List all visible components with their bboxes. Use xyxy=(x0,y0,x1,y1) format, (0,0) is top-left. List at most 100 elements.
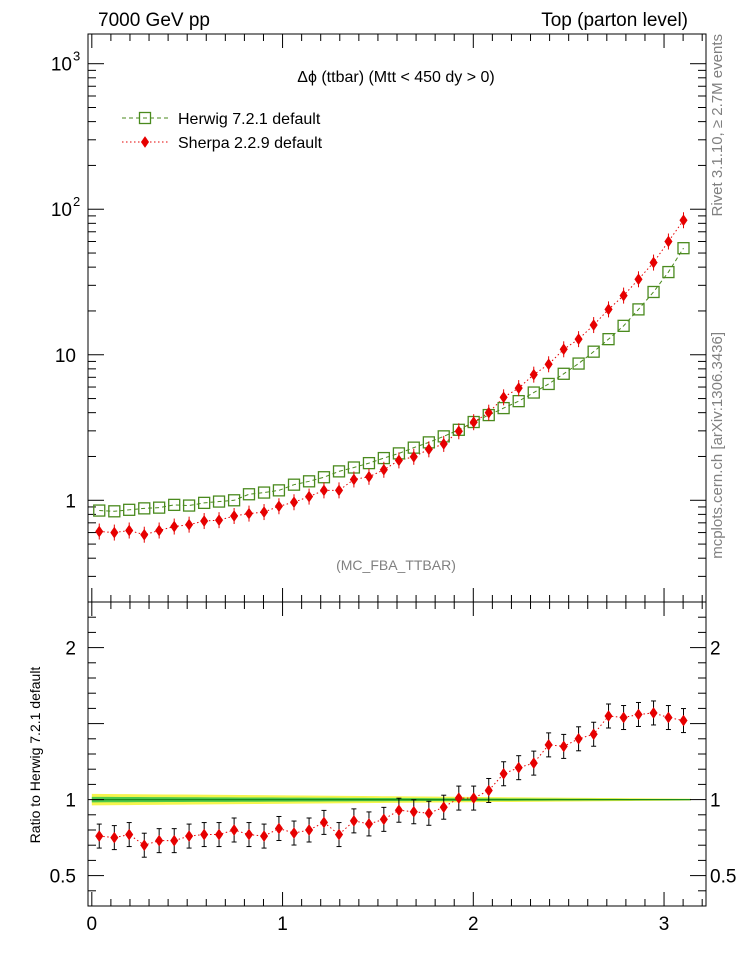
sherpa-point xyxy=(184,518,194,531)
ratio-point xyxy=(544,738,553,751)
sherpa-point xyxy=(484,406,493,419)
ratio-point xyxy=(110,831,119,844)
rivet-label: Rivet 3.1.10, ≥ 2.7M events xyxy=(709,34,726,217)
sherpa-point xyxy=(514,382,523,395)
ratio-plot: 0 1 2 3 0.5 0.5 1 1 2 2 Ratio to Herwig 7.2.1 de… xyxy=(27,601,736,935)
ratio-point xyxy=(140,839,149,852)
sherpa-point xyxy=(634,273,643,286)
y-tick-label: 1 xyxy=(65,791,76,812)
herwig-point xyxy=(557,367,570,380)
herwig-point xyxy=(212,495,226,508)
ratio-point xyxy=(95,830,104,843)
series-line-herwig xyxy=(99,247,684,512)
sherpa-point xyxy=(589,319,598,331)
y-tick-label: 10 xyxy=(51,55,72,76)
ratio-point xyxy=(304,824,314,836)
y-tick-label-exponent: 2 xyxy=(73,194,80,209)
ratio-point xyxy=(604,710,613,722)
sherpa-point xyxy=(349,473,358,486)
sherpa-point xyxy=(649,256,658,269)
ratio-point xyxy=(244,828,254,841)
ratio-point xyxy=(184,830,194,843)
herwig-point xyxy=(182,499,196,512)
ratio-point xyxy=(364,817,374,830)
sherpa-point xyxy=(319,484,329,497)
ratio-point xyxy=(200,828,209,841)
herwig-point xyxy=(602,333,615,346)
ratio-point xyxy=(125,828,134,841)
sherpa-point xyxy=(364,470,374,483)
x-tick-label: 0 xyxy=(87,914,98,935)
sherpa-point xyxy=(170,520,179,533)
plot-title: Δϕ (ttbar) (Mtt < 450 dy > 0) xyxy=(297,69,495,86)
legend: Herwig 7.2.1 default Sherpa 2.2.9 default xyxy=(122,111,323,152)
ratio-point xyxy=(514,761,523,774)
ratio-point xyxy=(529,757,538,770)
herwig-point xyxy=(242,488,256,501)
y-tick-label-right: 2 xyxy=(710,639,721,660)
sherpa-point xyxy=(289,496,299,509)
herwig-point xyxy=(512,394,525,408)
sherpa-point xyxy=(469,416,478,429)
sherpa-point xyxy=(559,343,568,356)
herwig-point xyxy=(257,486,271,499)
ratio-point xyxy=(499,767,508,780)
herwig-point xyxy=(542,377,555,391)
ratio-point xyxy=(409,805,418,818)
ratio-band xyxy=(91,793,691,806)
herwig-point xyxy=(572,357,585,370)
y-tick-label: 10 xyxy=(51,200,72,221)
series-line-sherpa xyxy=(99,219,684,536)
sherpa-point xyxy=(394,454,404,467)
x-tick-label: 2 xyxy=(468,914,479,935)
ratio-series-line xyxy=(99,712,684,846)
herwig-point xyxy=(272,484,286,497)
sherpa-point xyxy=(679,214,688,227)
sherpa-point xyxy=(454,425,463,438)
herwig-point xyxy=(168,498,181,512)
y-tick-label: 1 xyxy=(65,491,76,512)
sherpa-point xyxy=(379,463,388,476)
ratio-series xyxy=(95,700,688,858)
sherpa-point xyxy=(604,303,613,316)
mcplots-label: mcplots.cern.ch [arXiv:1306.3436] xyxy=(709,332,726,559)
herwig-point xyxy=(108,505,121,518)
herwig-point xyxy=(332,465,346,478)
y-tick-label-right: 1 xyxy=(710,791,721,812)
ratio-point xyxy=(230,824,239,836)
legend-marker-herwig xyxy=(138,111,152,125)
sherpa-point xyxy=(230,510,239,522)
y-tick-label-exponent: 3 xyxy=(73,49,80,64)
herwig-point xyxy=(138,502,151,515)
ratio-point xyxy=(170,834,179,847)
sherpa-point xyxy=(214,514,224,527)
herwig-point xyxy=(662,265,675,279)
sherpa-point xyxy=(664,235,673,248)
header-right: Top (parton level) xyxy=(541,10,688,31)
sherpa-point xyxy=(334,484,344,497)
ratio-point xyxy=(334,828,344,841)
ratio-point xyxy=(469,792,478,805)
ratio-point xyxy=(619,711,628,724)
sherpa-point xyxy=(95,525,104,538)
sherpa-point xyxy=(619,289,628,302)
ratio-point xyxy=(439,801,448,814)
sherpa-point xyxy=(274,500,284,513)
herwig-point xyxy=(527,386,540,399)
ratio-point xyxy=(679,714,688,727)
sherpa-point xyxy=(499,391,508,404)
y-tick-label: 0.5 xyxy=(50,867,76,888)
herwig-point xyxy=(362,456,376,470)
ratio-point xyxy=(349,814,358,827)
sherpa-point xyxy=(439,437,448,450)
x-tick-label: 3 xyxy=(659,914,670,935)
ratio-point xyxy=(274,822,284,835)
ratio-point xyxy=(319,816,329,829)
ratio-point xyxy=(634,708,643,721)
ratio-point xyxy=(394,804,404,817)
herwig-point xyxy=(677,242,690,255)
ratio-y-axis-label: Ratio to Herwig 7.2.1 default xyxy=(27,667,43,844)
